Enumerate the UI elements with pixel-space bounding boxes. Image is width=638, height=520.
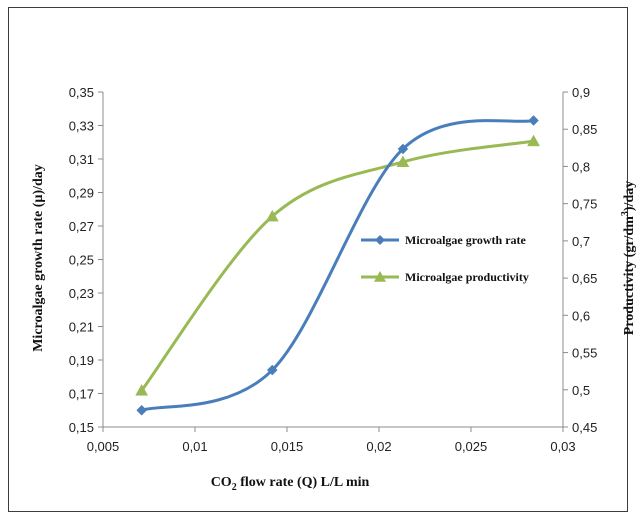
y-right-tick-label: 0,65 — [572, 271, 597, 286]
y-left-tick-label: 0,27 — [69, 219, 94, 234]
y-right-tick-label: 0,7 — [572, 234, 590, 249]
x-tick-label: 0,03 — [550, 439, 575, 454]
y-axis-left-title: Microalgae growth rate (µ)/day — [31, 164, 46, 352]
y-right-tick-label: 0,9 — [572, 85, 590, 100]
data-point-productivity — [396, 155, 410, 168]
data-point-growth-rate — [266, 364, 278, 376]
legend-marker-productivity — [374, 271, 386, 282]
data-point-growth-rate — [528, 115, 539, 126]
series-layer — [135, 115, 540, 416]
y-left-tick-label: 0,31 — [69, 152, 94, 167]
x-tick-label: 0,005 — [87, 439, 120, 454]
y-left-tick-label: 0,35 — [69, 85, 94, 100]
x-tick-label: 0,02 — [366, 439, 391, 454]
y-left-tick-label: 0,15 — [69, 420, 94, 435]
x-tick-label: 0,01 — [182, 439, 207, 454]
y-right-tick-label: 0,5 — [572, 383, 590, 398]
chart-frame — [8, 7, 628, 512]
y-right-tick-label: 0,8 — [572, 159, 590, 174]
data-point-productivity — [265, 209, 279, 222]
y-left-tick-label: 0,29 — [69, 186, 94, 201]
legend-label-growth-rate: Microalgae growth rate — [405, 233, 527, 247]
y-left-tick-label: 0,25 — [69, 253, 94, 268]
y-right-tick-label: 0,85 — [572, 122, 597, 137]
data-point-growth-rate — [136, 404, 147, 416]
data-point-productivity — [527, 134, 540, 147]
y-right-tick-label: 0,6 — [572, 308, 590, 323]
y-left-tick-label: 0,17 — [69, 387, 94, 402]
legend: Microalgae growth rate Microalgae produc… — [361, 233, 529, 284]
y-right-tick-label: 0,55 — [572, 346, 597, 361]
series-line-productivity — [140, 139, 534, 392]
y-right-tick-label: 0,45 — [572, 420, 597, 435]
data-point-productivity — [135, 384, 149, 396]
legend-marker-growth-rate — [375, 235, 385, 245]
data-point-growth-rate — [397, 143, 409, 155]
y-right-tick-label: 0,75 — [572, 197, 597, 212]
y-left-tick-label: 0,19 — [69, 353, 94, 368]
x-axis-title: CO2 flow rate (Q) L/L min — [211, 475, 370, 493]
legend-label-productivity: Microalgae productivity — [405, 270, 529, 284]
y-axis-right-title: Productivity (gr/dm3)/day — [620, 181, 637, 335]
x-tick-label: 0,015 — [271, 439, 304, 454]
y-left-tick-label: 0,33 — [69, 119, 94, 134]
y-left-tick-label: 0,21 — [69, 320, 94, 335]
y-left-tick-label: 0,23 — [69, 286, 94, 301]
x-tick-label: 0,025 — [455, 439, 488, 454]
axes-layer: 0,005 0,01 0,015 0,02 0,025 0,03 0,15 0,17 0,19 0… — [69, 85, 598, 454]
series-line-growth-rate — [141, 119, 534, 412]
